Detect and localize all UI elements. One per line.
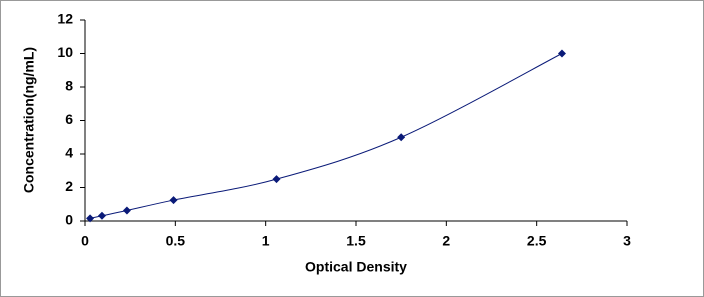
y-tick-label: 8 [65, 78, 73, 94]
x-tick-label: 3 [623, 233, 631, 249]
point [397, 133, 406, 142]
y-tick-label: 6 [65, 111, 73, 127]
y-tick-label: 2 [65, 178, 73, 194]
point [122, 206, 131, 215]
y-tick-label: 12 [57, 11, 73, 27]
x-axis-label: Optical Density [305, 259, 407, 275]
point [86, 214, 95, 223]
x-tick-label: 1 [262, 233, 270, 249]
y-tick-label: 0 [65, 212, 73, 228]
y-tick-label: 4 [65, 145, 73, 161]
x-tick-label: 0.5 [166, 233, 186, 249]
y-tick-label: 10 [57, 44, 73, 60]
point [169, 196, 178, 205]
x-tick-label: 2 [442, 233, 450, 249]
point [97, 211, 106, 220]
x-tick-label: 2.5 [527, 233, 547, 249]
y-axis-label: Concentration(ng/mL) [21, 47, 37, 193]
x-tick-label: 0 [81, 233, 89, 249]
point [272, 175, 281, 184]
point [557, 49, 566, 58]
x-tick-label: 1.5 [346, 233, 366, 249]
